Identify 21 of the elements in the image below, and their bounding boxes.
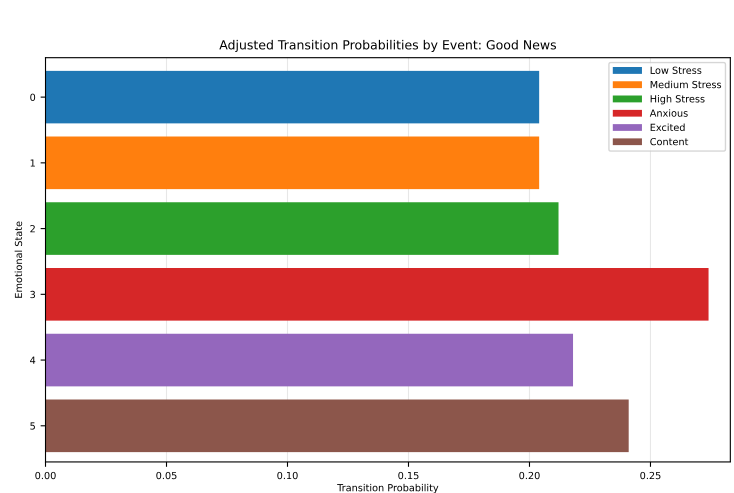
y-axis-title: Emotional State — [14, 221, 22, 298]
x-tick-label: 0.20 — [519, 472, 540, 480]
chart-title: Adjusted Transition Probabilities by Event: Good News — [219, 40, 556, 52]
x-axis-title: Transition Probability — [337, 484, 438, 493]
y-tick-label: 2 — [30, 225, 35, 232]
x-tick-label: 0.25 — [640, 472, 660, 480]
y-tick-label: 4 — [30, 356, 36, 364]
y-tick-label: 3 — [30, 290, 36, 298]
legend-label: Anxious — [650, 109, 688, 117]
legend-label: High Stress — [650, 94, 705, 104]
x-tick-label: 0.00 — [35, 472, 56, 480]
y-tick-label: 1 — [30, 159, 35, 167]
legend-label: Content — [650, 138, 688, 146]
y-tick-label: 0 — [30, 94, 36, 101]
legend-label: Low Stress — [650, 66, 702, 74]
x-tick-label: 0.10 — [277, 472, 298, 480]
x-tick-label: 0.05 — [156, 472, 176, 480]
y-tick-label: 5 — [30, 422, 35, 430]
legend-label: Medium Stress — [650, 80, 722, 88]
legend-label: Excited — [650, 124, 685, 132]
x-tick-label: 0.15 — [398, 472, 418, 480]
